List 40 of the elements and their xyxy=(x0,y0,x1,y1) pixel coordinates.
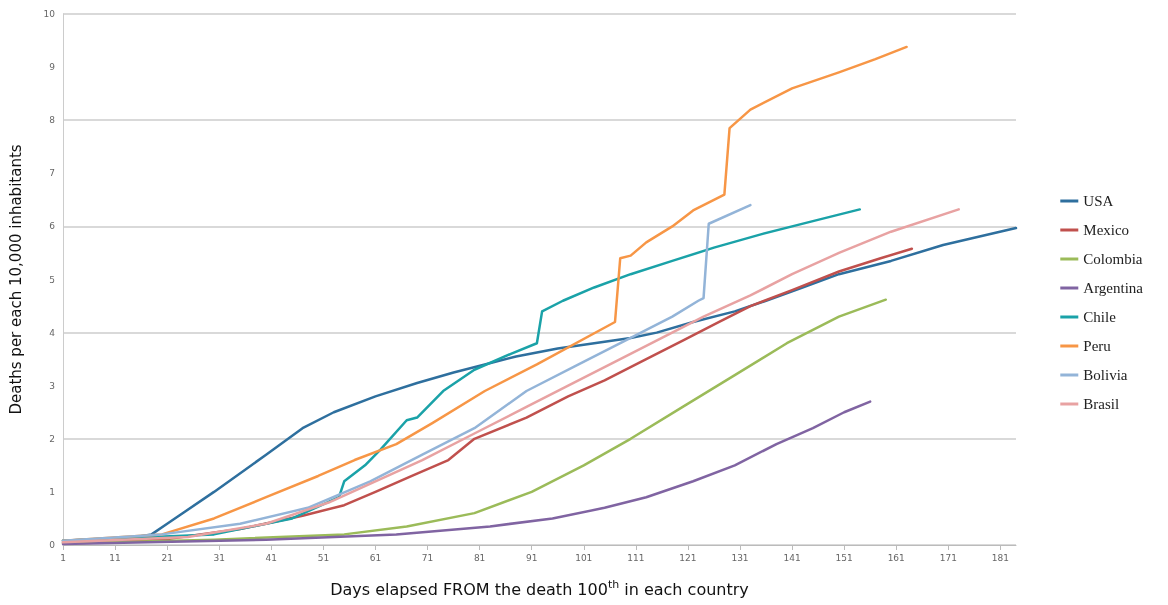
y-axis-title: Deaths per each 10,000 inhabitants xyxy=(6,144,25,415)
y-tick-label: 7 xyxy=(49,168,55,179)
x-tick-label: 141 xyxy=(783,552,801,563)
legend-label: Mexico xyxy=(1083,222,1130,238)
x-tick-label: 71 xyxy=(421,552,434,563)
x-tick-label: 131 xyxy=(731,552,749,563)
legend-label: Brasil xyxy=(1083,396,1120,412)
y-tick-label: 8 xyxy=(49,115,56,126)
y-tick-label: 6 xyxy=(49,221,56,232)
x-tick-label: 181 xyxy=(991,552,1009,563)
x-tick-label: 81 xyxy=(473,552,486,563)
y-tick-label: 9 xyxy=(49,62,56,73)
x-tick-label: 111 xyxy=(627,552,645,563)
line-series xyxy=(61,400,872,546)
x-tick-label: 121 xyxy=(679,552,697,563)
x-tick-label: 1 xyxy=(60,552,66,563)
y-tick-label: 0 xyxy=(49,540,56,550)
y-tick-label: 5 xyxy=(49,274,55,285)
y-tick-label: 10 xyxy=(43,9,56,19)
legend-label: USA xyxy=(1083,193,1114,209)
y-tick-label: 3 xyxy=(49,380,55,391)
legend-label: Chile xyxy=(1083,309,1117,325)
x-tick-label: 21 xyxy=(161,552,173,563)
y-tick-label: 1 xyxy=(49,486,55,497)
x-tick-label: 51 xyxy=(317,552,330,563)
x-tick-label: 31 xyxy=(213,552,225,563)
legend-label: Argentina xyxy=(1083,280,1144,296)
x-tick-label: 161 xyxy=(887,552,905,563)
x-tick-label: 151 xyxy=(835,552,853,563)
x-tick-label: 61 xyxy=(369,552,382,563)
x-tick-label: 101 xyxy=(575,552,593,563)
x-tick-label: 91 xyxy=(525,552,538,563)
x-tick-label: 41 xyxy=(265,552,278,563)
x-tick-label: 11 xyxy=(109,552,121,563)
y-tick-label: 2 xyxy=(49,433,55,444)
legend-label: Bolivia xyxy=(1083,367,1128,383)
legend-label: Peru xyxy=(1083,338,1112,354)
legend-label: Colombia xyxy=(1083,251,1143,267)
x-tick-label: 171 xyxy=(939,552,957,563)
y-tick-label: 4 xyxy=(49,327,56,338)
